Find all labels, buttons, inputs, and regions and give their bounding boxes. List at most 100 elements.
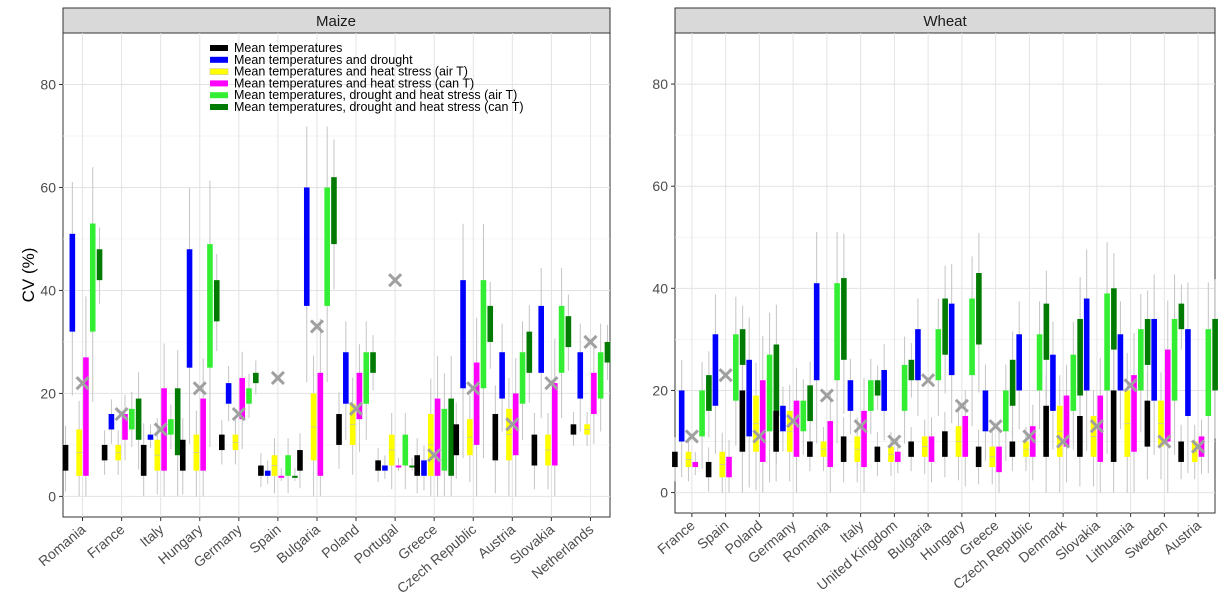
box-1 [1077, 415, 1083, 457]
observed-marker [153, 422, 168, 437]
legend-label-4: Mean temperatures and heat stress (can T… [234, 76, 474, 90]
x-tick-label: Bulgaria [273, 521, 323, 566]
box-2 [712, 334, 719, 406]
box-6 [1043, 303, 1050, 360]
observed-marker [887, 434, 902, 449]
box-4 [512, 393, 519, 456]
box-2 [1117, 334, 1124, 391]
box-6 [487, 305, 494, 342]
box-1 [908, 441, 914, 457]
legend-label-2: Mean temperatures and drought [234, 53, 413, 67]
observed-marker [819, 388, 834, 403]
observed-marker [114, 406, 129, 422]
box-6 [908, 359, 915, 381]
observed-marker [427, 448, 442, 463]
box-5 [324, 187, 330, 306]
box-2 [813, 283, 820, 381]
box-4 [726, 456, 732, 478]
box-4 [1164, 349, 1171, 442]
box-1 [807, 441, 813, 457]
box-1 [179, 439, 186, 471]
box-5 [1205, 329, 1212, 416]
box-1 [375, 460, 381, 471]
box-6 [604, 341, 611, 363]
box-1 [336, 414, 342, 445]
y-tick-label: 40 [40, 282, 56, 298]
wheat-strip [674, 7, 1216, 34]
box-1 [739, 390, 746, 452]
box-4 [122, 414, 128, 440]
box-4 [239, 377, 246, 420]
box-2 [678, 390, 685, 442]
maize-strip [62, 7, 611, 34]
box-6 [773, 344, 780, 416]
box-2 [780, 405, 786, 432]
observed-marker [583, 334, 598, 349]
box-4 [551, 383, 558, 466]
box-4 [591, 372, 597, 415]
y-tick-label: 60 [40, 179, 56, 195]
box-6 [448, 398, 454, 476]
box-4 [1131, 375, 1137, 452]
box-1 [672, 451, 678, 468]
box-2 [881, 370, 887, 411]
box-4 [278, 475, 285, 478]
box-2 [1083, 298, 1090, 391]
box-6 [739, 329, 746, 365]
box-5 [969, 298, 975, 376]
box-2 [746, 359, 752, 437]
observed-marker [1022, 429, 1037, 444]
box-1 [705, 461, 712, 478]
box-5 [1171, 318, 1178, 401]
observed-marker [505, 417, 520, 432]
box-6 [1111, 288, 1117, 350]
box-2 [225, 383, 232, 404]
box-1 [258, 465, 264, 476]
observed-marker [718, 368, 733, 383]
observed-marker [684, 429, 699, 444]
box-5 [1036, 334, 1043, 391]
box-5 [89, 223, 96, 332]
x-tick-label: France [654, 517, 698, 557]
box-4 [894, 451, 901, 462]
box-2 [147, 434, 154, 440]
y-tick-label: 0 [660, 485, 668, 501]
box-4 [161, 388, 167, 471]
box-4 [356, 372, 363, 420]
x-tick-label: France [84, 521, 128, 561]
box-5 [1070, 354, 1077, 411]
box-5 [901, 364, 908, 411]
box-2 [499, 352, 505, 399]
y-tick-label: 60 [652, 178, 668, 194]
box-6 [370, 352, 376, 373]
box-5 [168, 419, 174, 435]
box-6 [526, 331, 533, 373]
box-5 [699, 390, 705, 437]
box-4 [1198, 436, 1205, 457]
box-1 [1144, 400, 1151, 447]
box-6 [841, 278, 847, 360]
legend-label-3: Mean temperatures and heat stress (air T… [234, 65, 468, 79]
box-2 [1151, 318, 1157, 401]
box-6 [292, 475, 298, 478]
box-6 [976, 273, 982, 345]
box-1 [1178, 441, 1184, 462]
box-2 [538, 305, 544, 373]
box-2 [982, 390, 989, 432]
box-6 [331, 177, 337, 245]
box-5 [1104, 293, 1110, 391]
box-4 [1063, 395, 1070, 447]
observed-marker [988, 419, 1003, 434]
y-tick-label: 20 [652, 382, 668, 398]
x-tick-label: Austria [1160, 517, 1204, 557]
box-4 [827, 421, 834, 468]
y-tick-label: 80 [652, 76, 668, 92]
box-1 [1043, 405, 1049, 457]
box-6 [1178, 303, 1185, 330]
x-tick-label: Italy [137, 521, 167, 550]
wheat-panel-title: Wheat [923, 13, 967, 30]
observed-marker [1123, 378, 1138, 393]
observed-marker [921, 373, 936, 388]
